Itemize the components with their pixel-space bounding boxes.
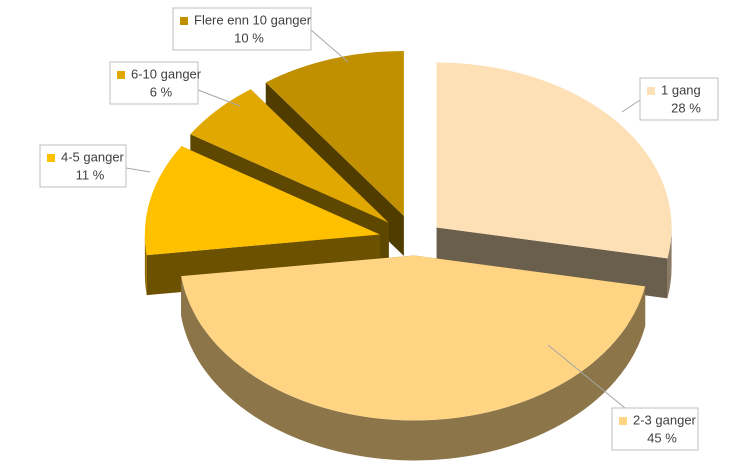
label-box xyxy=(172,7,312,51)
category-label: 2-3 ganger xyxy=(633,412,697,427)
value-label: 11 % xyxy=(76,167,105,182)
label-box xyxy=(39,144,127,188)
slice-top xyxy=(190,89,389,223)
slice-side xyxy=(667,227,672,299)
category-label: Flere enn 10 ganger xyxy=(194,12,312,27)
category-label: 4-5 ganger xyxy=(61,149,125,164)
label-box xyxy=(611,407,699,451)
slice-top xyxy=(265,50,404,216)
label-box xyxy=(109,61,199,105)
slice-top xyxy=(181,255,646,421)
leader-line xyxy=(125,167,151,173)
slice-wall xyxy=(436,227,668,299)
slice-top xyxy=(144,146,380,256)
label-box xyxy=(639,77,719,121)
legend-marker xyxy=(180,17,188,25)
slice-side xyxy=(181,276,646,461)
slice-top xyxy=(436,62,672,259)
legend-marker xyxy=(619,417,627,425)
legend-marker xyxy=(47,154,55,162)
slice xyxy=(181,255,646,461)
value-label: 28 % xyxy=(671,100,701,115)
legend-marker xyxy=(117,71,125,79)
legend-marker xyxy=(647,87,655,95)
value-label: 45 % xyxy=(647,430,677,445)
category-label: 6-10 ganger xyxy=(131,66,202,81)
slice xyxy=(436,62,672,299)
slice-side xyxy=(144,234,147,296)
leader-line xyxy=(621,99,641,113)
category-label: 1 gang xyxy=(661,82,701,97)
leader-line xyxy=(197,89,241,107)
value-label: 10 % xyxy=(234,30,264,45)
value-label: 6 % xyxy=(150,84,173,99)
leader-line xyxy=(310,29,349,63)
leader-line xyxy=(547,344,626,409)
